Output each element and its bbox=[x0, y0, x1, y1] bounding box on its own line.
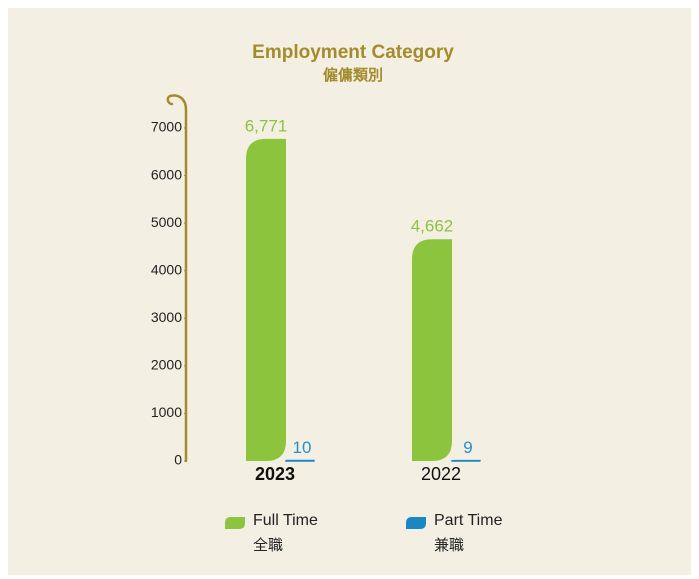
legend-swatch bbox=[225, 517, 245, 529]
y-tick-label: 2000 bbox=[151, 357, 182, 373]
y-tick-label: 4000 bbox=[151, 261, 182, 277]
y-tick-label: 3000 bbox=[151, 309, 182, 325]
legend-label-zh: 兼職 bbox=[434, 537, 464, 554]
value-label: 4,662 bbox=[411, 217, 454, 236]
value-label: 6,771 bbox=[245, 116, 288, 135]
y-tick-label: 5000 bbox=[151, 214, 182, 230]
value-label: 10 bbox=[293, 438, 312, 457]
y-tick-label: 7000 bbox=[151, 119, 182, 135]
value-label: 9 bbox=[463, 438, 472, 457]
legend-label: Part Time bbox=[434, 512, 503, 529]
y-tick-label: 0 bbox=[174, 452, 182, 468]
legend-label: Full Time bbox=[253, 512, 318, 529]
legend-swatch bbox=[406, 517, 426, 529]
chart-subtitle: 僱傭類別 bbox=[323, 66, 383, 84]
y-tick-label: 1000 bbox=[151, 404, 182, 420]
x-tick-label: 2023 bbox=[255, 464, 295, 484]
bar bbox=[246, 138, 286, 461]
chart-title: Employment Category bbox=[252, 42, 454, 63]
bar bbox=[412, 239, 452, 461]
x-tick-label: 2022 bbox=[421, 464, 461, 484]
legend-label-zh: 全職 bbox=[253, 536, 283, 554]
background bbox=[8, 8, 691, 575]
y-axis bbox=[166, 94, 188, 463]
y-tick-label: 6000 bbox=[151, 166, 182, 182]
